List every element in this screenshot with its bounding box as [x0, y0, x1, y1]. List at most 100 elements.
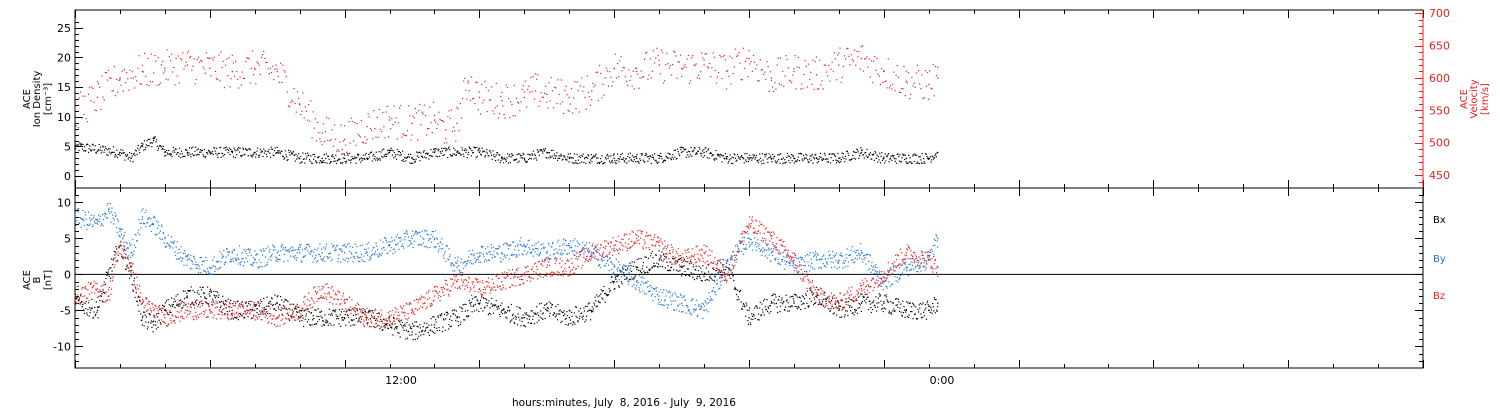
velocity-point [256, 61, 258, 63]
density-point [346, 160, 348, 162]
bx-point [157, 326, 159, 328]
bx-point [350, 325, 352, 327]
density-point [369, 152, 371, 154]
bx-point [533, 312, 535, 314]
velocity-point [677, 61, 679, 63]
density-point [368, 156, 371, 158]
density-point [432, 151, 434, 153]
bx-point [261, 311, 264, 313]
density-point [93, 149, 95, 151]
by-point [404, 239, 406, 241]
density-point [391, 149, 393, 151]
bx-point [421, 331, 423, 333]
by-point [413, 234, 415, 236]
density-point [168, 153, 170, 155]
velocity-point [163, 72, 165, 74]
by-point [478, 261, 480, 263]
density-point [410, 162, 412, 164]
density-point [810, 159, 812, 162]
bx-point [330, 324, 332, 326]
velocity-point [930, 87, 932, 89]
bx-point [742, 305, 744, 307]
velocity-point [674, 51, 676, 53]
density-point [638, 162, 640, 164]
velocity-point [193, 58, 195, 60]
bx-point [520, 317, 523, 319]
by-point [510, 254, 513, 256]
bx-point [702, 274, 705, 276]
by-point [94, 222, 96, 224]
velocity-point [103, 99, 105, 101]
bx-point [530, 310, 532, 312]
density-point [115, 155, 117, 157]
by-point [144, 223, 146, 225]
by-point [225, 256, 227, 258]
bx-point [869, 303, 871, 305]
density-point [660, 155, 662, 158]
velocity-point [882, 81, 884, 84]
by-point [188, 258, 191, 260]
bx-point [328, 313, 330, 315]
density-point [577, 159, 580, 161]
bx-point [205, 301, 207, 303]
by-point [482, 253, 484, 255]
bx-point [333, 310, 336, 312]
velocity-point [433, 114, 436, 116]
density-point [528, 158, 530, 160]
by-point [631, 285, 633, 287]
density-point [695, 153, 697, 155]
bx-point [524, 325, 527, 328]
bx-point [408, 330, 410, 332]
bx-point [215, 290, 217, 293]
density-point [534, 155, 536, 157]
by-point [574, 238, 576, 240]
density-point [203, 148, 206, 151]
by-point [271, 253, 273, 255]
density-point [488, 155, 490, 157]
by-point [619, 271, 621, 273]
bx-point [331, 314, 333, 316]
density-point [623, 157, 625, 159]
by-point [587, 247, 589, 250]
density-point [490, 154, 493, 156]
bx-point [632, 265, 634, 267]
by-point [235, 259, 237, 261]
bx-point [885, 294, 887, 296]
density-point [330, 160, 332, 163]
bx-point [604, 292, 606, 295]
velocity-point [748, 57, 750, 60]
bx-point [184, 290, 186, 292]
velocity-point [469, 99, 472, 101]
velocity-point [832, 70, 834, 72]
bx-point [543, 304, 546, 306]
velocity-point [697, 74, 700, 76]
density-point [246, 149, 249, 151]
bx-point [528, 315, 530, 317]
velocity-point [87, 93, 90, 95]
density-point [244, 153, 246, 155]
density-point [568, 161, 570, 163]
velocity-point [688, 82, 691, 85]
velocity-point [834, 58, 837, 60]
density-point [766, 158, 768, 160]
bx-point [133, 280, 135, 282]
density-point [705, 147, 707, 149]
density-point [821, 159, 823, 161]
by-point [161, 226, 163, 228]
bx-point [448, 324, 450, 326]
bx-point [558, 310, 560, 312]
velocity-point [693, 64, 695, 66]
bx-point [709, 276, 711, 278]
by-point [332, 246, 334, 248]
bx-point [417, 326, 419, 328]
bx-point [410, 326, 412, 328]
bx-point [616, 275, 619, 277]
density-point [426, 152, 428, 154]
density-point [455, 154, 457, 156]
bx-point [277, 295, 279, 297]
velocity-point [860, 57, 863, 60]
velocity-point [297, 97, 300, 99]
velocity-point [684, 64, 686, 66]
bx-point [117, 254, 119, 256]
density-point [397, 150, 400, 153]
